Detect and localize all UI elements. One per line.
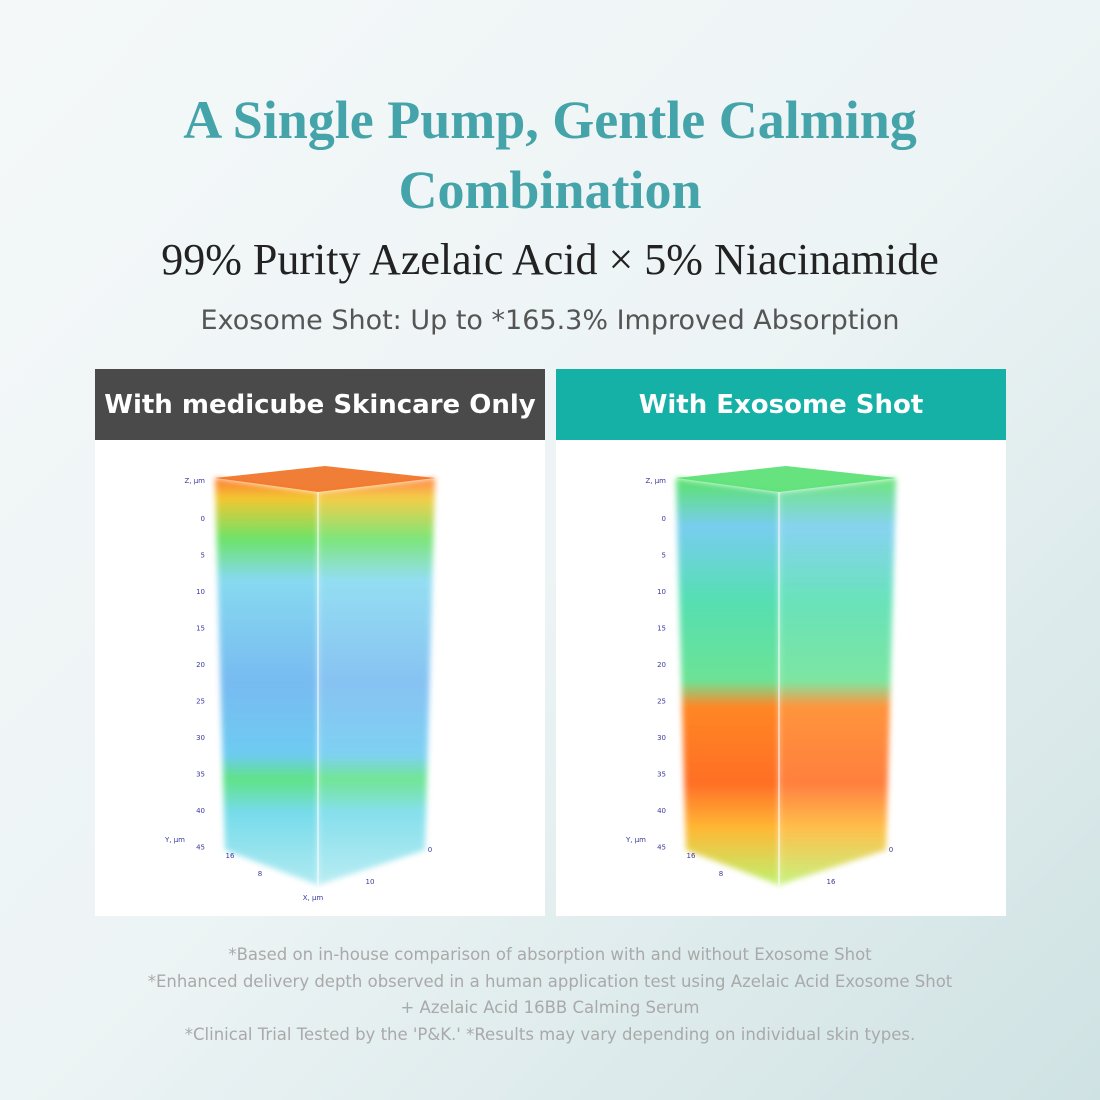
x-tick-label: 0 <box>889 846 893 854</box>
z-tick-label: 15 <box>657 625 666 633</box>
axis-label: Z, µm <box>184 477 205 485</box>
axis-label: Y, µm <box>164 836 185 844</box>
subtitle: 99% Purity Azelaic Acid × 5% Niacinamide <box>161 235 939 284</box>
z-tick-label: 40 <box>657 807 666 815</box>
z-tick-label: 35 <box>196 771 205 779</box>
z-tick-label: 5 <box>201 552 205 560</box>
panel-header <box>556 369 1006 440</box>
x-tick-label: 16 <box>827 878 836 886</box>
z-tick-label: 40 <box>196 807 205 815</box>
z-tick-label: 0 <box>201 515 205 523</box>
z-tick-label: 25 <box>657 698 666 706</box>
panel-label: With Exosome Shot <box>639 390 924 420</box>
panels: With medicube Skincare Only Z, µm 0 5 10 15 20… <box>95 369 1006 916</box>
z-tick-label: 15 <box>196 625 205 633</box>
y-tick-label: 16 <box>226 852 235 860</box>
axis-label: X, µm <box>303 894 324 902</box>
cube-front <box>215 478 318 885</box>
cube-top <box>676 466 896 492</box>
cube-top <box>215 466 435 492</box>
footnote: *Clinical Trial Tested by the 'P&K.' *Re… <box>185 1025 915 1044</box>
z-tick-label: 30 <box>196 734 205 742</box>
y-tick-label: 8 <box>719 870 723 878</box>
axis-label: Y, µm <box>625 836 646 844</box>
title: A Single Pump, Gentle Calming <box>183 90 917 150</box>
z-tick-label: 25 <box>196 698 205 706</box>
z-tick-label: 20 <box>196 661 205 669</box>
z-tick-label: 30 <box>657 734 666 742</box>
axis-label: Z, µm <box>645 477 666 485</box>
panel-label: With medicube Skincare Only <box>104 390 535 420</box>
z-tick-label: 45 <box>657 844 666 852</box>
panel-header <box>95 369 545 440</box>
cube-front <box>676 478 779 885</box>
z-tick-label: 35 <box>657 771 666 779</box>
z-tick-label: 10 <box>196 588 205 596</box>
footnote: + Azelaic Acid 16BB Calming Serum <box>400 998 699 1017</box>
x-tick-label: 0 <box>428 846 432 854</box>
cube-side <box>779 478 896 885</box>
z-tick-label: 5 <box>662 552 666 560</box>
cube-side <box>318 478 435 885</box>
y-tick-label: 16 <box>687 852 696 860</box>
y-tick-label: 8 <box>258 870 262 878</box>
footnote: *Enhanced delivery depth observed in a h… <box>148 972 953 991</box>
z-tick-label: 45 <box>196 844 205 852</box>
title: Combination <box>398 160 701 220</box>
footnote: *Based on in-house comparison of absorpt… <box>228 945 872 964</box>
z-tick-label: 20 <box>657 661 666 669</box>
x-tick-label: 10 <box>366 878 375 886</box>
z-tick-label: 0 <box>662 515 666 523</box>
tagline: Exosome Shot: Up to *165.3% Improved Abs… <box>201 305 900 336</box>
z-tick-label: 10 <box>657 588 666 596</box>
